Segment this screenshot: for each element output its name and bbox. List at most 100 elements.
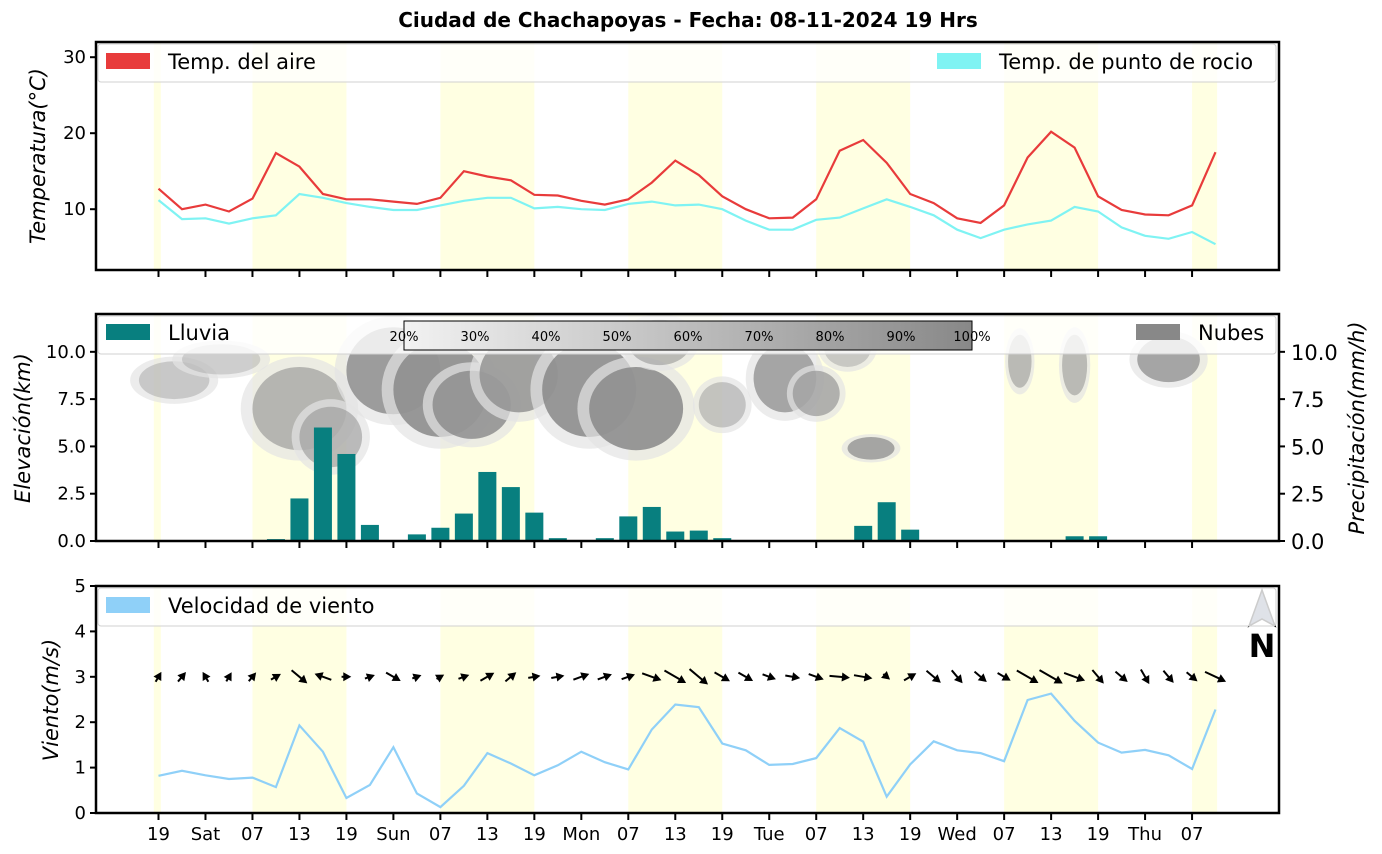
wind-arrow (688, 668, 709, 685)
legend-box (97, 43, 1277, 83)
x-tick-label: Thu (1127, 824, 1162, 845)
cloud-colorbar: 20% 30% 40% 50% 60% 70% 80% 90% 100% (390, 320, 991, 351)
rain-bar (337, 453, 356, 541)
colorbar-label: 30% (461, 330, 490, 345)
rain-bar (595, 538, 614, 541)
y-axis-label-wind: Viento(m/s) (39, 639, 63, 761)
colorbar-label: 90% (887, 330, 916, 345)
x-tick-label: 13 (852, 824, 875, 845)
rain-bar (313, 427, 332, 541)
x-tick-label: 13 (476, 824, 499, 845)
y-tick-label: 2.5 (57, 484, 86, 505)
wind-arrow (785, 672, 801, 682)
x-tick-label: 07 (429, 824, 452, 845)
wind-arrow (737, 671, 754, 682)
x-tick-label: 13 (664, 824, 687, 845)
colorbar-label: 40% (532, 330, 561, 345)
x-tick-label: 07 (805, 824, 828, 845)
y-tick-label: 5 (75, 576, 86, 597)
wind-arrow (997, 672, 1011, 681)
wind-arrow (641, 672, 662, 682)
rain-bar (478, 471, 497, 541)
legend-rain-swatch (106, 324, 150, 340)
x-tick-label: 19 (523, 824, 546, 845)
day-band (153, 586, 161, 813)
wind-arrow (1162, 670, 1174, 683)
wind-arrow (1091, 669, 1104, 684)
x-tick-label: 13 (288, 824, 311, 845)
axes-frame (94, 40, 1281, 272)
rain-bar (1089, 536, 1108, 541)
dew-point-line (157, 192, 1217, 246)
figure-title: Ciudad de Chachapoyas - Fecha: 08-11-202… (398, 8, 978, 32)
y-tick-label: 7.5 (57, 389, 86, 410)
wind-arrow (950, 669, 963, 684)
x-tick-label: 07 (993, 824, 1016, 845)
wind-arrow (314, 672, 332, 681)
y-axis-label-temperature: Temperatura(°C) (26, 68, 50, 244)
colorbar-label: 50% (603, 330, 632, 345)
x-tick-label: Mon (562, 824, 600, 845)
wind-arrow (714, 671, 730, 682)
rain-bar (407, 534, 426, 541)
wind-arrow (341, 672, 352, 682)
x-tick-label: 07 (617, 824, 640, 845)
legend-wind-swatch (106, 597, 150, 613)
rain-bar (854, 525, 873, 541)
rain-bar (877, 502, 896, 541)
legend-air-label: Temp. del aire (167, 50, 316, 74)
cloud-patch (792, 370, 840, 417)
rain-bar (689, 530, 708, 541)
wind-arrow (411, 673, 422, 683)
wind-arrow (663, 669, 687, 684)
legend-clouds-label: Nubes (1198, 321, 1264, 345)
rain-bar (642, 506, 661, 541)
day-band (153, 314, 161, 541)
x-tick-label: Wed (938, 824, 977, 845)
wind-arrow (528, 672, 541, 682)
x-tick-label: 13 (1040, 824, 1063, 845)
wind-arrow (153, 671, 162, 683)
legend-air-swatch (106, 53, 150, 69)
wind-arrow (270, 673, 281, 682)
legend-wind-label: Velocidad de viento (168, 594, 374, 618)
y-axis-label-precipitation: Precipitación(mm/h) (1345, 321, 1369, 534)
wind-arrow (551, 672, 565, 682)
colorbar-gradient (403, 320, 973, 351)
legend-dew-label: Temp. de punto de rocio (998, 50, 1253, 74)
rain-bar (431, 527, 450, 541)
colorbar-label: 70% (745, 330, 774, 345)
x-tick-label: 19 (147, 824, 170, 845)
cloud-field (130, 314, 1208, 475)
y-axis-label-elevation: Elevación(km) (11, 353, 35, 503)
legend-dew-swatch (937, 53, 981, 69)
rain-bar (713, 538, 732, 541)
wind-arrow (762, 672, 776, 681)
wind-arrow (364, 673, 375, 682)
x-tick-label: Tue (753, 824, 785, 845)
colorbar-label: 20% (390, 330, 419, 345)
y-tick-label: 3 (75, 667, 86, 688)
data-marks: N (153, 130, 1277, 809)
y-tick-label: 30 (63, 47, 86, 68)
wind-arrow (290, 669, 308, 684)
rain-bar (619, 516, 638, 541)
rain-bar (525, 512, 544, 541)
rain-bar (666, 531, 685, 541)
wind-arrow (808, 672, 824, 682)
y-tick-label: 10 (63, 199, 86, 220)
legend-clouds-swatch (1136, 324, 1180, 340)
north-label: N (1249, 627, 1276, 665)
wind-arrow (177, 672, 186, 683)
wind-arrow (1204, 670, 1227, 683)
wind-arrow (479, 672, 495, 682)
x-tick-label: Sun (376, 824, 410, 845)
axes-frame (94, 312, 1281, 543)
axes-frame (94, 584, 1281, 815)
wind-arrow (1185, 671, 1198, 682)
y-tick-label-right: 7.5 (1291, 388, 1324, 412)
wind-arrow (573, 672, 590, 681)
wind-arrow (621, 672, 635, 682)
wind-arrow (247, 672, 257, 682)
wind-arrow (1063, 672, 1086, 683)
